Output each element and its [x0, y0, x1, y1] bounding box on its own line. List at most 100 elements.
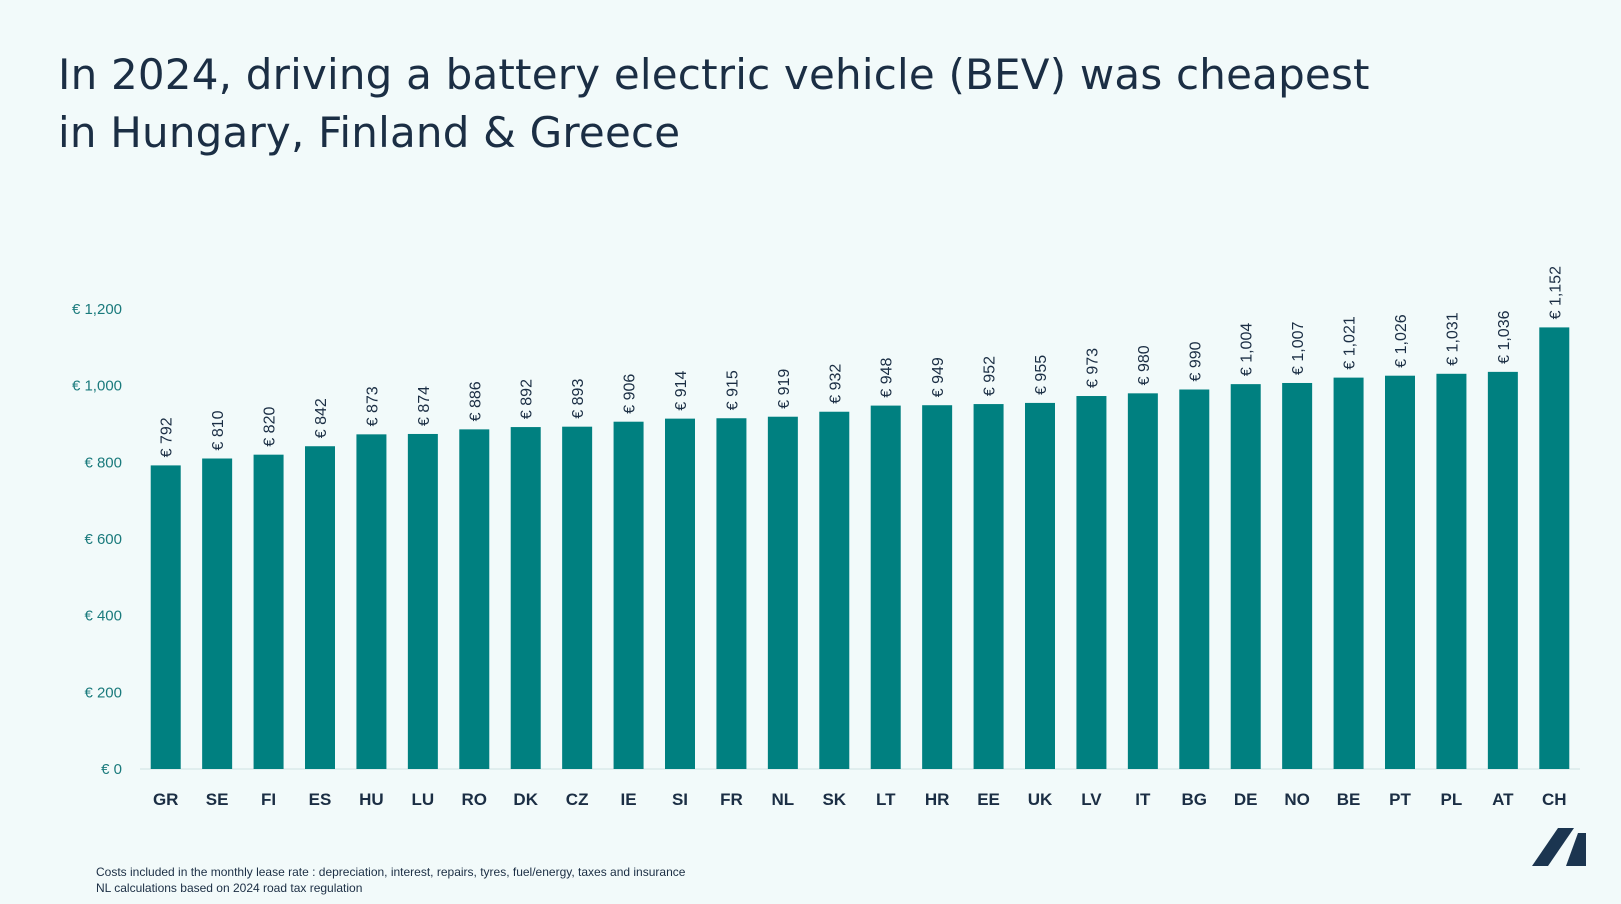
bar-ro — [459, 429, 490, 769]
data-label-lu: € 874 — [416, 386, 433, 426]
x-tick-label-no: NO — [1284, 790, 1310, 809]
data-label-cz: € 893 — [570, 379, 587, 419]
data-label-ee: € 952 — [982, 356, 999, 396]
footnote: Costs included in the monthly lease rate… — [96, 864, 685, 896]
bar-de — [1230, 384, 1261, 769]
data-label-ch: € 1,152 — [1547, 266, 1564, 319]
bar-gr — [150, 465, 181, 769]
y-tick-label: € 1,000 — [72, 378, 122, 395]
x-tick-label-it: IT — [1135, 790, 1151, 809]
data-label-be: € 1,021 — [1342, 316, 1359, 369]
x-tick-label-uk: UK — [1028, 790, 1053, 809]
data-label-fr: € 915 — [724, 370, 741, 410]
bar-lv — [1076, 396, 1107, 769]
data-label-ie: € 906 — [622, 374, 639, 414]
y-tick-label: € 200 — [84, 684, 122, 701]
x-tick-label-ee: EE — [977, 790, 1000, 809]
x-tick-label-fi: FI — [261, 790, 276, 809]
x-tick-label-lv: LV — [1081, 790, 1102, 809]
x-axis: GR SE FI ES HU LU RO DK CZ IE SI FR NL SK LT HR EE UK LV IT… — [153, 790, 1567, 809]
y-axis: € 0 € 200 € 400 € 600 € 800 € 1,000 € 1,200 — [72, 301, 122, 778]
data-label-si: € 914 — [673, 370, 690, 410]
data-label-dk: € 892 — [519, 379, 536, 419]
x-tick-label-nl: NL — [772, 790, 795, 809]
x-tick-label-ch: CH — [1542, 790, 1567, 809]
data-label-se: € 810 — [210, 410, 227, 450]
x-tick-label-dk: DK — [513, 790, 538, 809]
x-tick-label-hr: HR — [925, 790, 950, 809]
data-label-bg: € 990 — [1187, 341, 1204, 381]
bar-lu — [407, 433, 438, 769]
bar-sk — [819, 411, 850, 769]
footnote-line-1: Costs included in the monthly lease rate… — [96, 865, 686, 879]
bar-no — [1282, 382, 1313, 769]
bar-si — [665, 418, 695, 769]
data-label-gr: € 792 — [159, 417, 176, 457]
bar-se — [202, 458, 233, 769]
title-line-1: In 2024, driving a battery electric vehi… — [58, 50, 1370, 99]
chart-title: In 2024, driving a battery electric vehi… — [58, 46, 1538, 162]
bar-fr — [716, 418, 747, 769]
x-tick-label-hu: HU — [359, 790, 384, 809]
bar-pl — [1436, 373, 1467, 769]
footnote-line-2: NL calculations based on 2024 road tax r… — [96, 881, 363, 895]
x-tick-label-es: ES — [309, 790, 332, 809]
data-label-fi: € 820 — [262, 407, 279, 447]
bar-ch — [1539, 327, 1570, 769]
data-label-nl: € 919 — [776, 369, 793, 409]
x-tick-label-fr: FR — [720, 790, 743, 809]
bar-es — [305, 446, 335, 769]
data-label-es: € 842 — [313, 398, 330, 438]
x-tick-label-gr: GR — [153, 790, 179, 809]
bar-at — [1487, 371, 1518, 769]
bar-bg — [1179, 389, 1210, 769]
x-tick-label-de: DE — [1234, 790, 1258, 809]
y-tick-label: € 1,200 — [72, 301, 122, 318]
x-tick-label-lu: LU — [412, 790, 435, 809]
x-tick-label-pt: PT — [1389, 790, 1411, 809]
x-tick-label-pl: PL — [1441, 790, 1463, 809]
x-tick-label-ie: IE — [621, 790, 637, 809]
data-label-hu: € 873 — [364, 386, 381, 426]
x-tick-label-se: SE — [206, 790, 229, 809]
bar-pt — [1385, 375, 1415, 769]
data-label-sk: € 932 — [827, 364, 844, 404]
bar-lt — [870, 405, 901, 769]
x-tick-label-be: BE — [1337, 790, 1361, 809]
data-label-de: € 1,004 — [1239, 323, 1256, 376]
data-label-ro: € 886 — [467, 381, 484, 421]
y-tick-label: € 400 — [84, 608, 122, 625]
data-label-lv: € 973 — [1084, 348, 1101, 388]
y-tick-label: € 0 — [101, 761, 122, 778]
bar-dk — [510, 427, 541, 769]
bars — [150, 327, 1570, 769]
data-label-it: € 980 — [1136, 345, 1153, 385]
brand-logo-icon — [1532, 828, 1586, 866]
data-label-pt: € 1,026 — [1393, 314, 1410, 367]
x-tick-label-cz: CZ — [566, 790, 589, 809]
bar-cz — [562, 426, 593, 769]
bar-hr — [922, 405, 953, 769]
bar-hu — [356, 434, 387, 769]
x-tick-label-sk: SK — [822, 790, 846, 809]
x-tick-label-lt: LT — [876, 790, 896, 809]
data-label-lt: € 948 — [879, 357, 896, 397]
bar-ee — [973, 404, 1004, 769]
y-tick-label: € 600 — [84, 531, 122, 548]
bar-be — [1333, 377, 1364, 769]
data-label-at: € 1,036 — [1496, 310, 1513, 363]
x-tick-label-ro: RO — [462, 790, 488, 809]
bar-fi — [253, 454, 284, 769]
bar-ie — [613, 421, 644, 769]
data-labels: € 792 € 810 € 820 € 842 € 873 € 874 € 886 € 892… — [159, 266, 1565, 457]
bar-uk — [1025, 402, 1055, 769]
x-tick-label-bg: BG — [1182, 790, 1208, 809]
title-line-2: in Hungary, Finland & Greece — [58, 108, 681, 157]
bar-it — [1127, 393, 1158, 769]
y-tick-label: € 800 — [84, 454, 122, 471]
data-label-pl: € 1,031 — [1444, 312, 1461, 365]
x-tick-label-si: SI — [672, 790, 688, 809]
data-label-hr: € 949 — [930, 357, 947, 397]
